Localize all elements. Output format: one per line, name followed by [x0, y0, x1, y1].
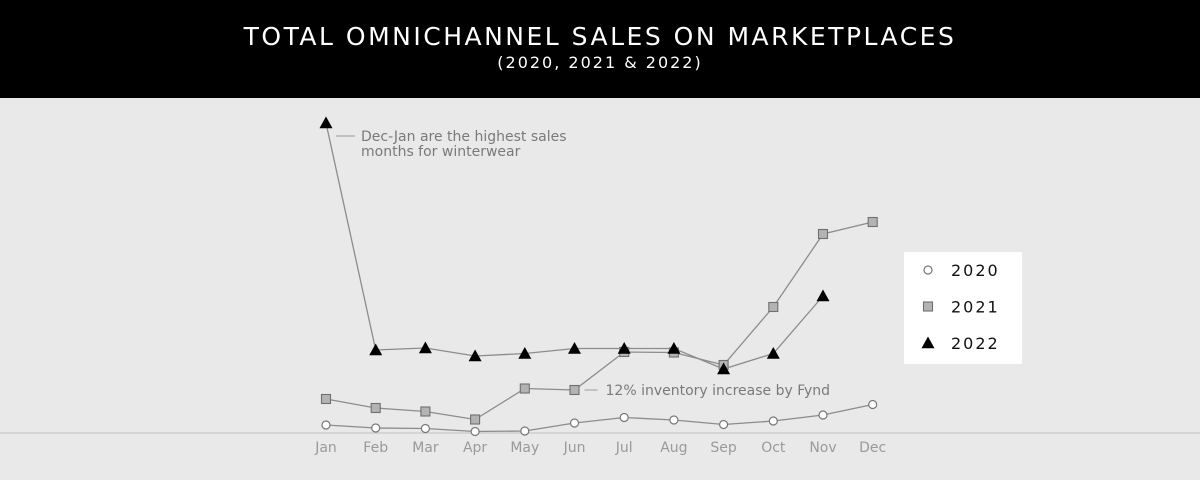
- series-2020-point: [420, 423, 430, 434]
- chart-header: TOTAL OMNICHANNEL SALES ON MARKETPLACES …: [0, 0, 1200, 98]
- series-2022-point: [568, 342, 581, 354]
- x-tick-label: Aug: [660, 440, 687, 456]
- series-2020-point: [718, 419, 729, 430]
- series-2020-line: [325, 403, 873, 433]
- series-2020-point: [669, 415, 679, 425]
- series-2022-point: [418, 341, 432, 354]
- series-2020-point: [371, 423, 381, 433]
- series-2022-point: [717, 362, 731, 375]
- series-2021-point: [569, 384, 580, 396]
- legend-marker-2022: [921, 336, 935, 349]
- series-2022: [319, 116, 830, 375]
- series-2021-line: [325, 221, 873, 421]
- series-2022-point: [816, 289, 830, 302]
- x-tick-label: Oct: [761, 440, 786, 456]
- series-2020-point: [818, 410, 828, 420]
- x-tick-label: May: [510, 440, 539, 456]
- legend-label-2022: 2022: [951, 334, 1000, 353]
- series-2020-point: [569, 418, 580, 428]
- series-2022-point: [766, 347, 780, 359]
- series-2021-point: [519, 383, 530, 394]
- series-2020-point: [520, 426, 530, 436]
- series-2021-point: [867, 216, 878, 228]
- annotation-winterwear: months for winterwear: [361, 144, 521, 160]
- annotation-winterwear: Dec-Jan are the highest sales: [361, 129, 567, 145]
- series-2022-point: [468, 349, 482, 362]
- series-2020-point: [768, 416, 778, 426]
- legend-label-2021: 2021: [951, 298, 1000, 317]
- x-tick-label: Sep: [710, 440, 737, 456]
- x-tick-label: Nov: [809, 440, 836, 456]
- x-tick-label: Mar: [412, 440, 439, 456]
- legend-marker-2021: [922, 301, 934, 312]
- chart-title: TOTAL OMNICHANNEL SALES ON MARKETPLACES: [243, 22, 957, 51]
- x-tick-label: Jul: [615, 440, 633, 456]
- series-2022-point: [369, 343, 383, 356]
- series-2022-point: [319, 116, 333, 129]
- x-tick-label: Feb: [363, 440, 388, 456]
- legend-label-2020: 2020: [951, 261, 1000, 280]
- x-tick-label: Apr: [463, 440, 487, 456]
- series-2021-point: [420, 406, 431, 417]
- chart-subtitle: (2020, 2021 & 2022): [497, 53, 703, 72]
- annotation-inventory: 12% inventory increase by Fynd: [606, 383, 831, 399]
- series-2020-point: [619, 412, 629, 423]
- series-2020-point: [321, 420, 331, 430]
- series-2020: [321, 399, 878, 437]
- series-2022-point: [617, 342, 631, 354]
- series-2022-point: [667, 342, 681, 354]
- series-2022-point: [518, 347, 532, 359]
- series-2021-point: [768, 301, 779, 313]
- series-2021-point: [470, 414, 481, 425]
- x-tick-label: Jun: [563, 440, 586, 456]
- legend-marker-2020: [923, 265, 933, 275]
- series-2021-point: [320, 393, 332, 405]
- series-2021-point: [817, 228, 829, 240]
- legend: 2020 2021 2022: [904, 252, 1022, 364]
- series-2020-point: [868, 399, 878, 410]
- series-2020-point: [470, 426, 480, 437]
- series-2021-point: [370, 402, 381, 414]
- x-tick-label: Jan: [314, 440, 337, 456]
- x-tick-label: Dec: [859, 440, 886, 456]
